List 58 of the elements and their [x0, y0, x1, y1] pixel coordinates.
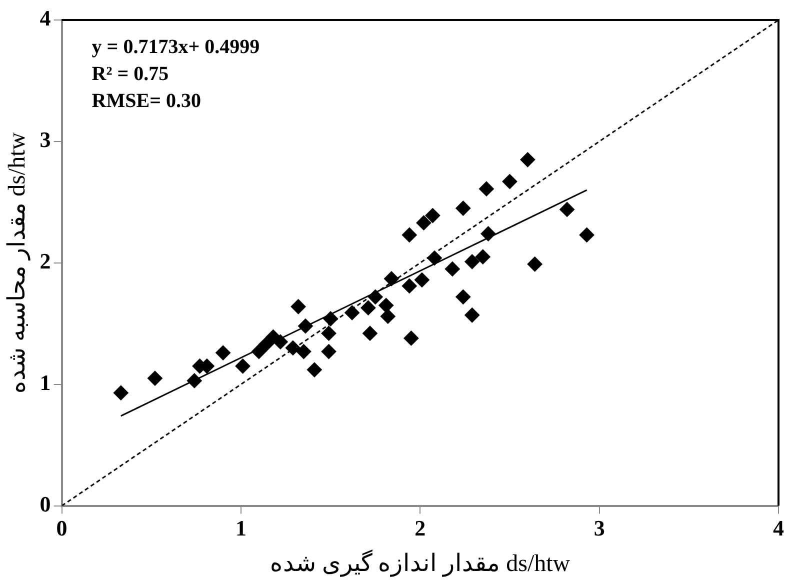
point: [251, 344, 266, 360]
x-tick-label: 3: [594, 516, 605, 541]
point: [478, 181, 494, 196]
point: [298, 318, 313, 334]
point: [321, 344, 336, 360]
point: [416, 215, 432, 230]
point: [520, 152, 536, 168]
point: [384, 271, 399, 286]
point: [147, 370, 162, 386]
annotation: RMSE= 0.30: [92, 90, 201, 112]
point: [235, 358, 250, 374]
point: [404, 330, 419, 346]
point: [321, 326, 336, 341]
point: [502, 174, 518, 190]
annotation: y = 0.7173x+ 0.4999: [92, 36, 260, 58]
point: [444, 261, 460, 276]
point: [480, 226, 496, 242]
annotation: R² = 0.75: [92, 63, 169, 86]
point: [216, 345, 231, 360]
x-tick-label: 0: [56, 516, 68, 541]
point: [456, 289, 471, 304]
point: [344, 305, 360, 320]
point: [425, 208, 440, 224]
y-tick-label: 4: [40, 6, 51, 31]
point: [323, 311, 338, 326]
point: [368, 289, 383, 304]
point: [402, 278, 417, 294]
point: [285, 340, 300, 356]
point: [296, 344, 312, 360]
point: [560, 202, 575, 217]
point: [378, 298, 394, 313]
point: [456, 200, 471, 216]
point: [402, 227, 417, 242]
point: [306, 362, 322, 378]
point: [426, 250, 442, 266]
x-tick-label: 2: [414, 516, 426, 541]
x-axis-title: مقدار اندازه گیری شده ds/htw: [270, 548, 571, 577]
point: [290, 299, 306, 314]
y-axis-title: مقدار محاسبه شده ds/htw: [4, 132, 31, 394]
point: [272, 334, 288, 350]
point: [186, 373, 202, 388]
y-tick-label: 3: [40, 127, 51, 152]
x-tick-label: 1: [235, 516, 246, 541]
point: [579, 227, 594, 242]
y-tick-label: 0: [40, 491, 51, 516]
y-tick-label: 2: [40, 248, 51, 274]
x-tick-label: 4: [773, 516, 784, 541]
point: [113, 385, 128, 400]
point: [362, 326, 378, 341]
point: [464, 254, 480, 270]
point: [380, 308, 396, 324]
point: [414, 272, 430, 288]
point: [527, 256, 542, 272]
point: [464, 308, 480, 323]
point: [475, 249, 490, 264]
point: [258, 336, 274, 352]
point: [360, 300, 376, 316]
y-tick-label: 1: [40, 370, 51, 396]
